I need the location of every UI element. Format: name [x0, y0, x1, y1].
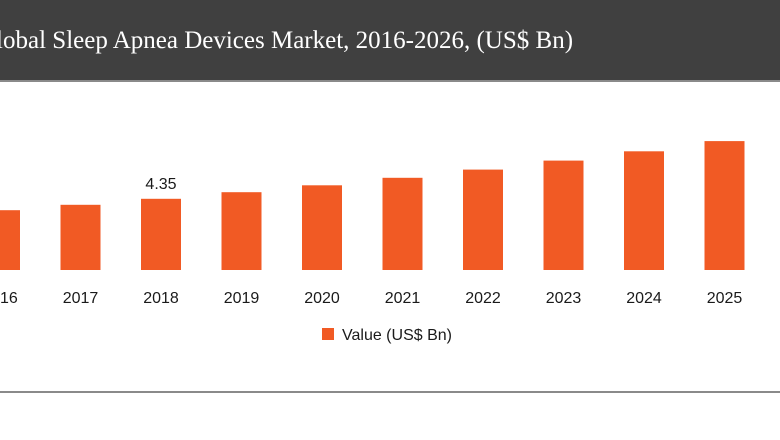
- x-tick-label-2025: 2025: [707, 290, 743, 307]
- bottom-divider: [0, 391, 780, 393]
- chart-area: 2016 2017 2018 2019 2020 2021 2022 2023 2024 2025…: [0, 82, 780, 392]
- title-bar: Global Sleep Apnea Devices Market, 2016-…: [0, 0, 780, 82]
- bar-2020: [302, 185, 342, 270]
- bar-2023: [543, 160, 584, 270]
- x-tick-label-2017: 2017: [63, 290, 99, 307]
- bar-2024: [624, 151, 664, 270]
- x-tick-label-2018: 2018: [143, 290, 179, 307]
- x-tick-label-2019: 2019: [224, 290, 260, 307]
- bar-2018: [141, 198, 181, 270]
- x-tick-label-2020: 2020: [304, 290, 340, 307]
- x-tick-label-2016: 2016: [0, 290, 18, 307]
- bar-chart: 2016 2017 2018 2019 2020 2021 2022 2023 2024 2025…: [0, 141, 745, 344]
- bar-2016: [0, 210, 20, 270]
- legend-swatch: [322, 328, 334, 340]
- data-label-2018: 4.35: [145, 176, 176, 193]
- x-tick-label-2024: 2024: [626, 290, 662, 307]
- x-tick-label-2022: 2022: [465, 290, 501, 307]
- bar-2025: [704, 141, 745, 270]
- legend-label: Value (US$ Bn): [342, 327, 452, 344]
- bar-2019: [221, 192, 262, 270]
- x-tick-label-2023: 2023: [546, 290, 582, 307]
- bar-2022: [463, 169, 503, 270]
- x-tick-label-2021: 2021: [385, 290, 421, 307]
- bar-2021: [382, 177, 423, 270]
- bar-2017: [60, 204, 101, 270]
- chart-title: Global Sleep Apnea Devices Market, 2016-…: [0, 27, 574, 54]
